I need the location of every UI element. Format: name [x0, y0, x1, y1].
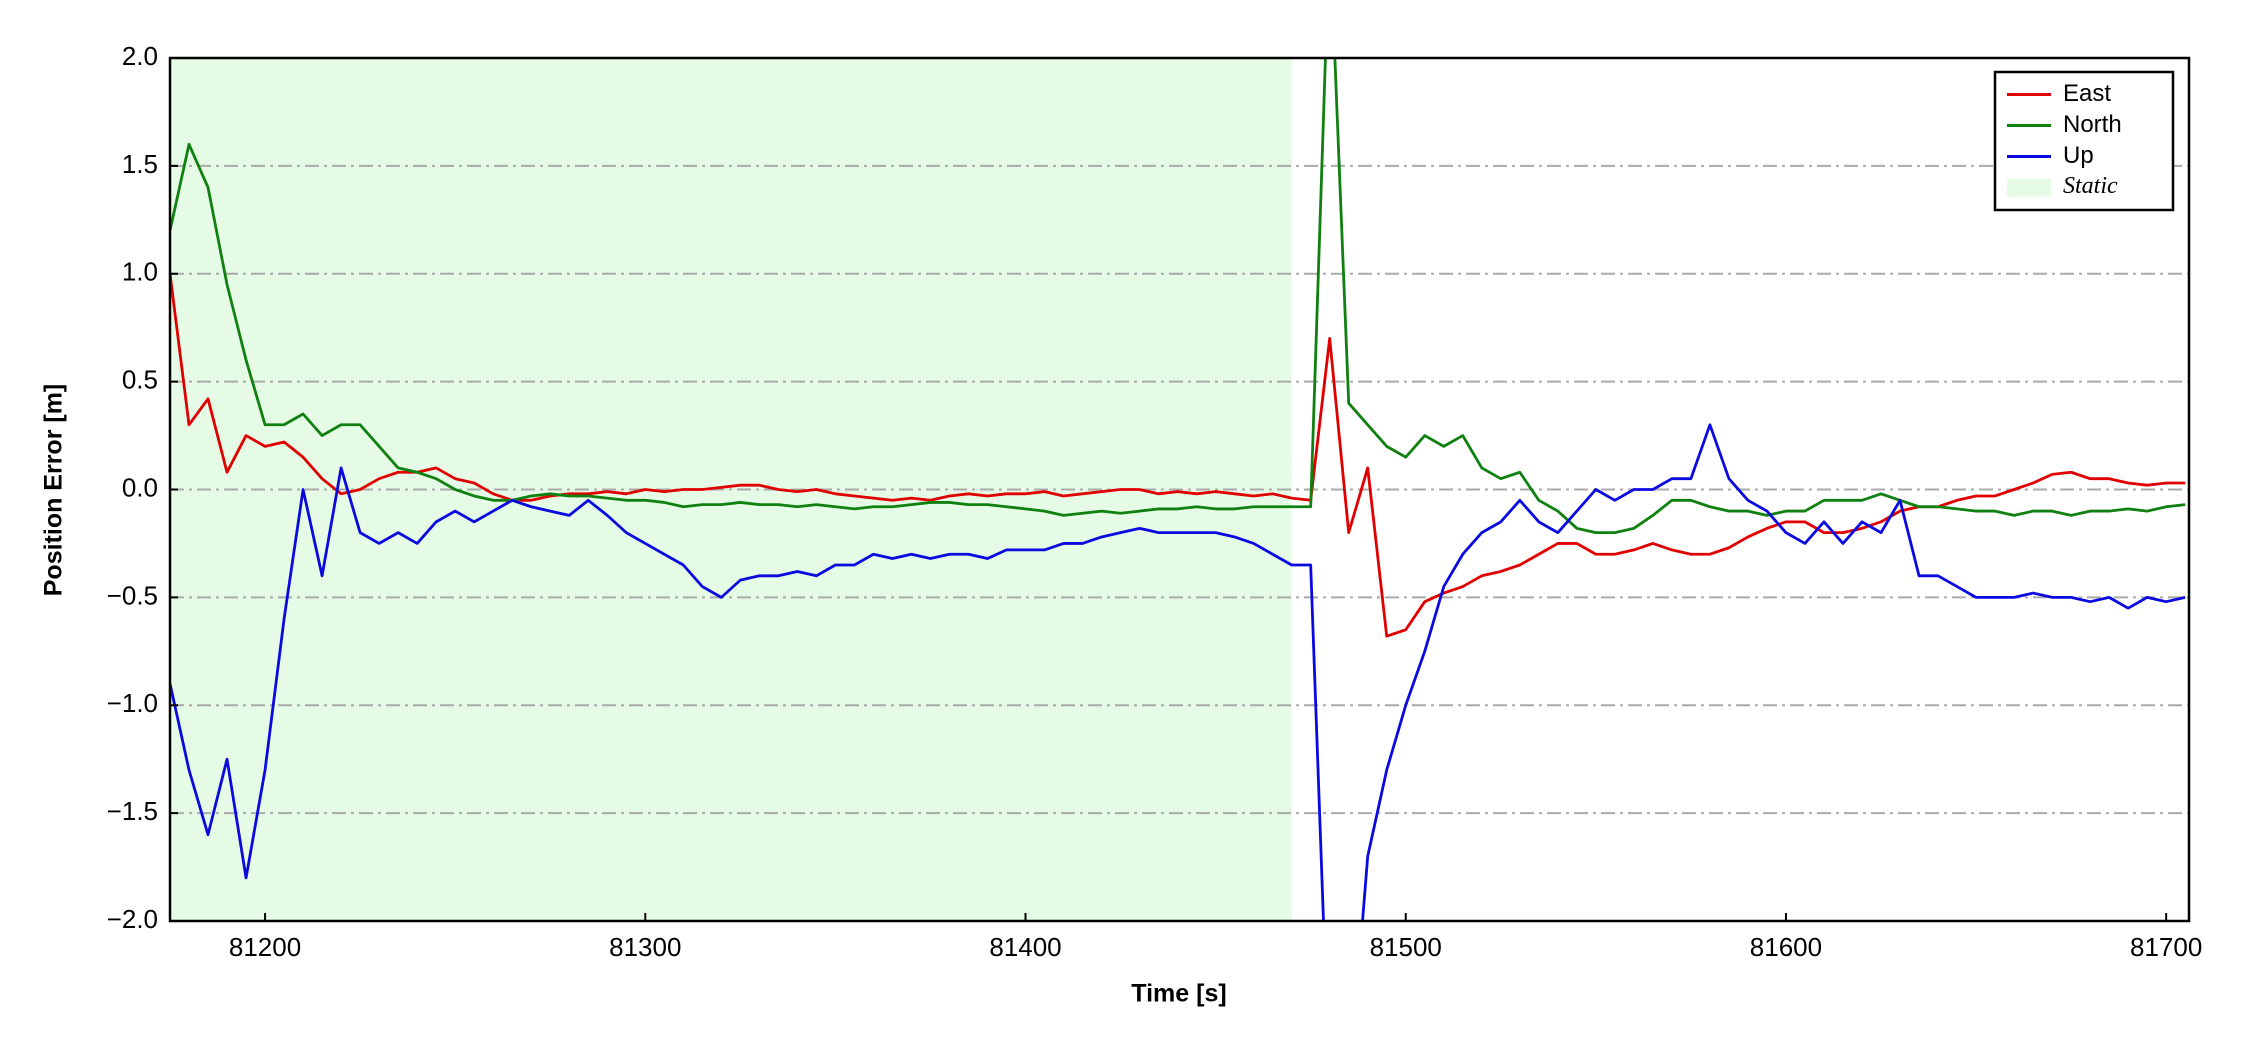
y-tick-label: 0.0	[122, 472, 158, 502]
series-line	[170, 273, 2186, 638]
x-tick-label: 81600	[1750, 932, 1822, 962]
legend-label: East	[2063, 80, 2111, 107]
y-axis-label: Position Error [m]	[40, 384, 68, 597]
y-tick-label: 2.0	[122, 41, 158, 71]
legend-label: Static	[2063, 173, 2118, 199]
y-tick-label: 0.5	[122, 365, 158, 395]
legend-label: North	[2063, 111, 2122, 138]
x-tick-label: 81400	[989, 932, 1061, 962]
y-tick-label: 1.0	[122, 257, 158, 287]
legend: East North Up Static	[1993, 70, 2175, 212]
x-axis-label: Time [s]	[1131, 980, 1226, 1008]
legend-swatch	[2007, 178, 2051, 197]
y-tick-label: 1.5	[122, 149, 158, 179]
x-tick-label: 81300	[609, 932, 681, 962]
series-line	[170, 58, 2186, 535]
y-tick-label: −0.5	[107, 580, 158, 610]
y-tick-label: −1.0	[107, 688, 158, 718]
y-tick-label: −2.0	[107, 904, 158, 934]
x-tick-label: 81500	[1370, 932, 1442, 962]
y-tick-label: −1.5	[107, 796, 158, 826]
x-tick-label: 81700	[2130, 932, 2202, 962]
axes-layer: −2.0 −1.5 −1.0 −0.5 0.0 0.5 1.0 1.5 2.0 81200 8130…	[107, 41, 2203, 962]
legend-label: Up	[2063, 142, 2094, 169]
x-tick-label: 81200	[229, 932, 301, 962]
series-line	[170, 423, 2186, 921]
lines-layer	[170, 58, 2186, 921]
